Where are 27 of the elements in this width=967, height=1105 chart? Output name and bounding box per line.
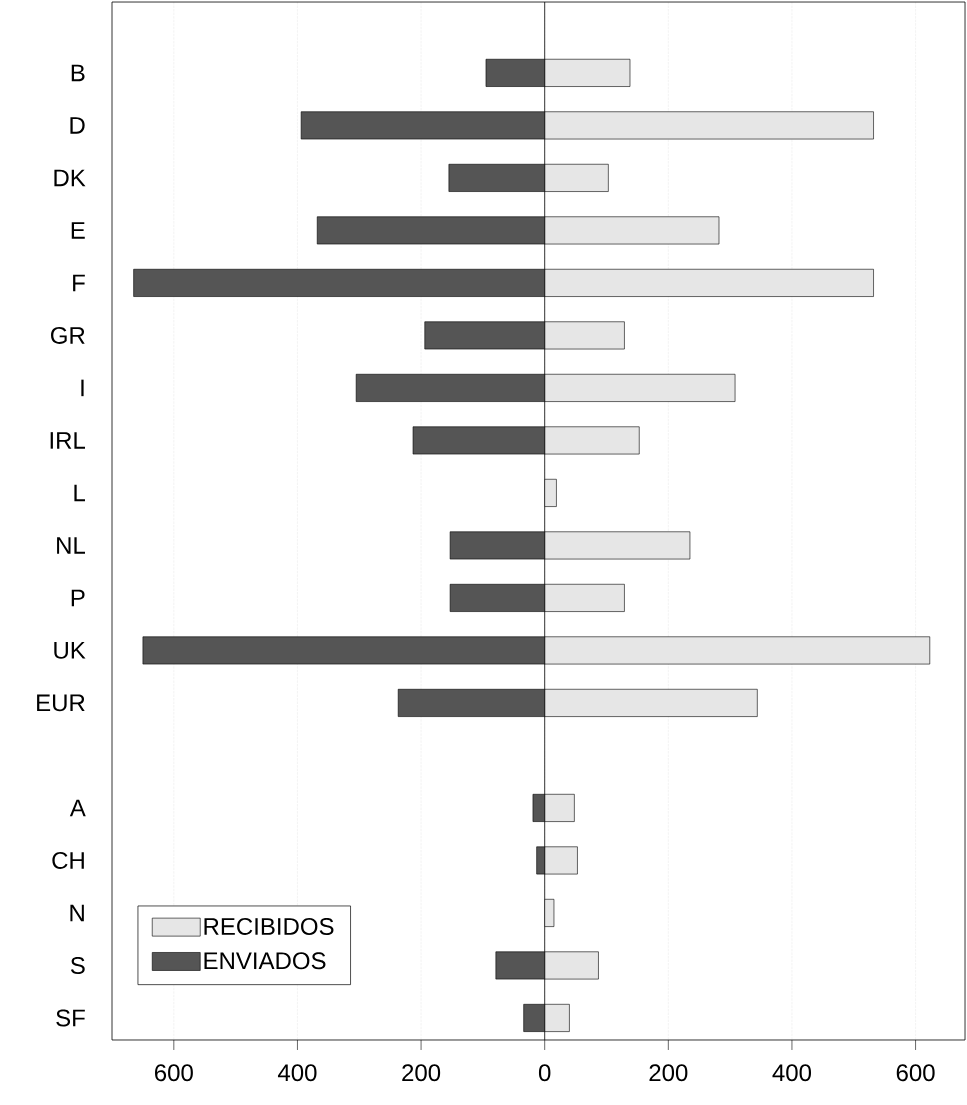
x-tick-label: 0 bbox=[538, 1064, 551, 1082]
y-tick-label: F bbox=[73, 274, 85, 292]
y-tick-label: A bbox=[69, 799, 86, 817]
x-tick-label: 600 bbox=[155, 1064, 193, 1082]
x-tick-label: 400 bbox=[277, 1064, 317, 1082]
y-tick-label: S bbox=[70, 956, 85, 974]
y-tick-label: UK bbox=[54, 642, 86, 659]
y-tick-label: E bbox=[71, 222, 85, 239]
x-tick-label: 200 bbox=[649, 1064, 688, 1082]
x-tick-label: 600 bbox=[896, 1064, 935, 1082]
y-tick-label: CH bbox=[52, 851, 84, 869]
y-tick-label: D bbox=[70, 117, 85, 134]
legend-label: ENVIADOS bbox=[204, 952, 326, 970]
y-tick-label: B bbox=[71, 64, 85, 82]
y-tick-label: EUR bbox=[37, 694, 85, 712]
y-tick-label: SF bbox=[56, 1009, 85, 1027]
y-tick-label: P bbox=[71, 589, 85, 607]
y-tick-label: NL bbox=[57, 537, 85, 554]
y-tick-label: DK bbox=[54, 169, 86, 187]
x-tick-label: 200 bbox=[402, 1064, 441, 1082]
y-tick-label: I bbox=[81, 379, 84, 397]
y-tick-label: L bbox=[74, 484, 85, 502]
legend-label: RECIBIDOS bbox=[204, 917, 334, 935]
y-tick-label: IRL bbox=[50, 432, 85, 449]
x-tick-label: 400 bbox=[772, 1064, 812, 1082]
y-tick-label: GR bbox=[51, 326, 85, 344]
y-tick-label: N bbox=[70, 904, 84, 922]
